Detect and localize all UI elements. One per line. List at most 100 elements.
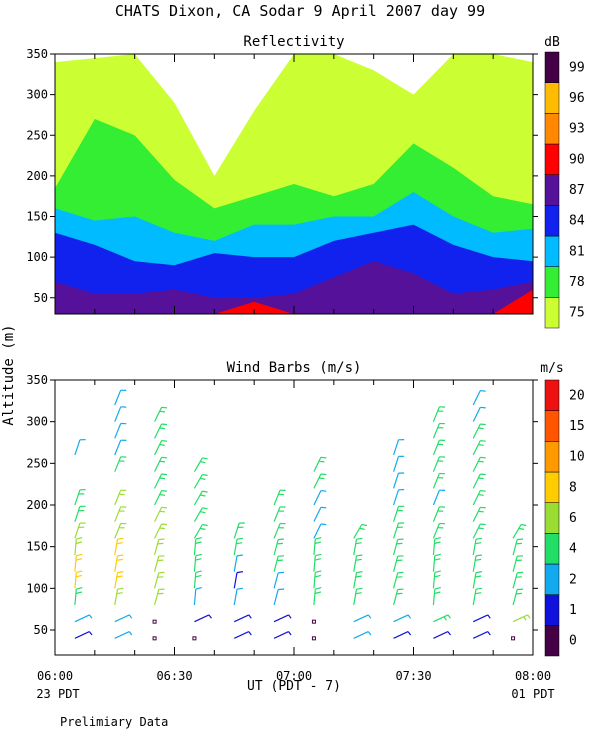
wind-barb-feather	[236, 542, 243, 545]
reflectivity-colorbar-swatch	[544, 266, 560, 298]
wind-barb	[353, 539, 358, 556]
wind-barb-feather	[200, 477, 206, 480]
wind-barb	[154, 473, 163, 489]
wind-barb-feather	[314, 591, 322, 595]
reflectivity-colorbar-swatch	[544, 51, 560, 83]
wind-colorbar-label: 2	[569, 572, 577, 587]
footer-note: Prelimiary Data	[60, 715, 168, 729]
wind-barb	[472, 490, 481, 506]
reflectivity-colorbar-label: 78	[569, 275, 585, 290]
wind-barb	[313, 539, 316, 556]
wind-barb	[393, 631, 409, 639]
wind-barb	[74, 555, 77, 572]
reflectivity-x-ticks	[54, 54, 534, 314]
wind-barb	[313, 589, 316, 606]
wind-colorbar-label: 0	[569, 634, 577, 649]
wind-colorbar-swatch	[544, 502, 560, 534]
wind-barb-feather	[447, 631, 451, 636]
wind-barb-feather	[361, 523, 368, 527]
x-axis-title: UT (PDT - 7)	[247, 679, 341, 694]
figure-title: CHATS Dixon, CA Sodar 9 April 2007 day 9…	[115, 2, 485, 20]
wind-barb	[433, 614, 449, 623]
wind-barb-feather	[475, 537, 482, 540]
reflectivity-colorbar-swatch	[544, 235, 560, 267]
wind-barb	[273, 539, 279, 556]
reflectivity-colorbar-swatch	[544, 82, 560, 114]
wind-barb	[313, 523, 322, 539]
wind-calm-mark	[311, 619, 316, 624]
wind-barb	[74, 572, 77, 589]
reflectivity-colorbar-label: 90	[569, 152, 585, 167]
wind-barb-feather	[159, 494, 166, 496]
wind-barb	[432, 473, 440, 489]
wind-barb-feather	[288, 614, 292, 619]
wind-barb-feather	[202, 473, 208, 477]
wind-barb	[313, 572, 316, 589]
wind-y-tick-label: 50	[34, 623, 48, 637]
wind-barb-feather	[76, 537, 83, 540]
wind-barb-feather	[116, 575, 123, 578]
wind-barb-feather	[159, 510, 166, 513]
reflectivity-y-axis: 50 100 150 200 250 300 350	[26, 47, 538, 305]
wind-barb-feather	[116, 558, 123, 561]
wind-barb-feather	[288, 631, 292, 636]
wind-barb	[154, 589, 160, 606]
wind-barb-feather	[478, 427, 484, 430]
wind-barb-feather	[202, 507, 208, 510]
wind-barb-feather	[75, 558, 83, 561]
wind-barb	[154, 440, 163, 456]
wind-barb-feather	[157, 592, 164, 595]
wind-barb	[193, 507, 203, 522]
wind-barb	[472, 390, 481, 406]
wind-barb	[432, 406, 440, 422]
wind-barb	[393, 556, 399, 572]
wind-barb	[193, 555, 197, 572]
wind-barb-feather	[159, 410, 166, 413]
wind-barb	[472, 473, 481, 489]
wind-colorbar-label: 6	[569, 511, 577, 526]
wind-barb-feather	[434, 537, 441, 540]
wind-barb-feather	[75, 574, 83, 578]
wind-colorbar-swatch	[544, 379, 560, 411]
reflectivity-y-tick-label: 300	[26, 88, 48, 102]
wind-barb-feather	[355, 592, 362, 595]
wind-barb	[114, 555, 119, 572]
wind-colorbar-label: 4	[569, 542, 577, 557]
wind-barb	[472, 523, 481, 539]
wind-barb	[154, 556, 160, 572]
wind-barb-feather	[88, 631, 93, 636]
x-sub-label-right: 01 PDT	[511, 687, 554, 701]
wind-y-tick-label: 100	[26, 581, 48, 595]
wind-barb-feather	[396, 542, 403, 545]
wind-barb-feather	[320, 473, 327, 476]
wind-barb	[154, 457, 163, 472]
wind-barb-feather	[407, 631, 412, 636]
wind-barb	[154, 507, 163, 522]
x-axis-labels: 06:00 06:30 07:00 07:30 08:00	[37, 669, 551, 683]
wind-y-tick-label: 200	[26, 498, 48, 512]
wind-barb-feather	[478, 527, 484, 530]
wind-colorbar-swatch	[544, 594, 560, 626]
reflectivity-y-tick-label: 200	[26, 169, 48, 183]
wind-barb-feather	[367, 631, 372, 636]
wind-barb-feather	[320, 490, 327, 492]
wind-barb-feather	[278, 571, 285, 574]
wind-barb	[74, 614, 90, 623]
wind-y-tick-label: 150	[26, 540, 48, 554]
wind-barb-feather	[195, 574, 202, 578]
reflectivity-colorbar-label: 84	[569, 214, 585, 229]
wind-barb-feather	[434, 541, 441, 545]
wind-colorbar-swatch	[544, 471, 560, 503]
wind-barb-feather	[159, 427, 166, 430]
wind-barb-feather	[480, 523, 486, 526]
x-tick-label: 07:30	[395, 669, 431, 683]
wind-barb-feather	[195, 541, 202, 545]
wind-barb	[472, 589, 477, 606]
wind-barb-feather	[314, 541, 322, 545]
reflectivity-y-tick-label: 250	[26, 128, 48, 142]
wind-colorbar-label: 20	[569, 388, 585, 403]
wind-barb-feather	[397, 571, 404, 574]
wind-barb	[233, 631, 250, 639]
